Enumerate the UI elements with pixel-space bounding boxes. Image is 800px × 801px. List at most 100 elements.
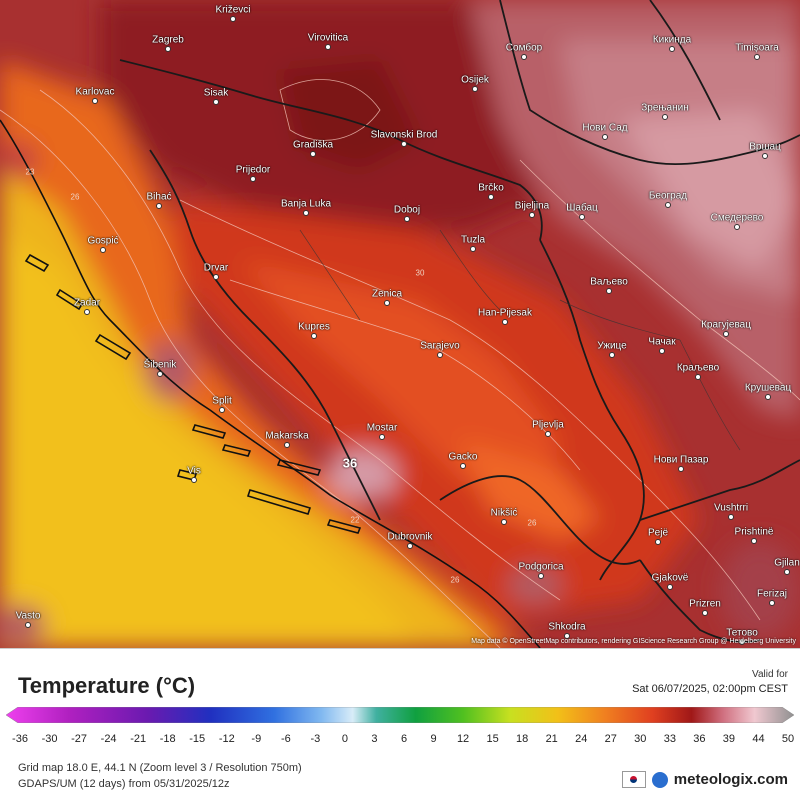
colorbar-tick-label: 39 (722, 733, 736, 745)
city-marker (325, 44, 331, 50)
city-marker (728, 514, 734, 520)
city-label: Drvar (203, 262, 229, 274)
city-label: Gjilan (774, 557, 800, 569)
city-label: Сомбор (505, 42, 543, 54)
city-label: Timișoara (735, 42, 779, 54)
city-label: Mostar (366, 422, 398, 434)
colorbar-tick-label: 30 (634, 733, 647, 745)
city-label: Podgorica (518, 561, 564, 573)
city-label: Ваљево (590, 276, 628, 288)
city-label: Vushtrri (713, 502, 749, 514)
isotherm-label: 23 (25, 167, 35, 177)
city-marker (702, 610, 708, 616)
city-marker (667, 584, 673, 590)
city-marker (501, 519, 507, 525)
colorbar-tick-label: 33 (663, 733, 676, 745)
brand-logo[interactable]: meteologix.com (621, 771, 788, 788)
colorbar-tick-label: 50 (781, 733, 795, 745)
city-label: Makarska (265, 430, 309, 442)
city-label: Вршац (749, 141, 781, 153)
city-label: Vasto (15, 610, 41, 622)
colorbar-tick-label: 44 (752, 733, 765, 745)
city-marker (769, 600, 775, 606)
colorbar-tick-label: -27 (71, 733, 88, 745)
city-label: Zenica (371, 288, 403, 300)
colorbar-tick-label: 36 (693, 733, 706, 745)
colorbar-tick-label: -9 (251, 733, 262, 745)
colorbar-tick-label: 0 (341, 733, 348, 745)
isotherm-label: 26 (450, 575, 460, 585)
city-marker (404, 216, 410, 222)
city-label: Нови Сад (582, 122, 628, 134)
city-marker (502, 319, 508, 325)
city-label: Gjakovë (651, 572, 689, 584)
colorbar-tick-label: -12 (218, 733, 235, 745)
city-marker (529, 212, 535, 218)
map-canvas (0, 0, 800, 648)
city-marker (401, 141, 407, 147)
colorbar-tick-label: -21 (130, 733, 147, 745)
city-marker (545, 431, 551, 437)
city-marker (754, 54, 760, 60)
city-marker (488, 194, 494, 200)
city-marker (92, 98, 98, 104)
map-attribution[interactable]: Map data © OpenStreetMap contributors, r… (471, 638, 796, 645)
city-marker (310, 151, 316, 157)
city-marker (460, 463, 466, 469)
city-marker (165, 46, 171, 52)
isotherm-label: 26 (70, 192, 80, 202)
city-label: Vis (187, 465, 201, 477)
coastline (0, 119, 541, 648)
city-label: Nikšić (490, 507, 518, 519)
city-marker (230, 16, 236, 22)
isotherm-label: 30 (415, 268, 425, 278)
city-label: Banja Luka (280, 198, 332, 210)
city-label: Нови Пазар (653, 454, 709, 466)
city-label: Prizren (689, 598, 721, 610)
colorbar-tick-label: -18 (159, 733, 176, 745)
city-marker (311, 333, 317, 339)
city-marker (665, 202, 671, 208)
city-marker (379, 434, 385, 440)
legend-panel: Temperature (°C) Valid for Sat 06/07/202… (0, 648, 800, 801)
city-marker (407, 543, 413, 549)
city-marker (655, 539, 661, 545)
colorbar-tick-label: 24 (575, 733, 588, 745)
city-marker (437, 352, 443, 358)
colorbar-tick-label: -36 (12, 733, 28, 745)
city-marker (156, 203, 162, 209)
colorbar-tick-label: 3 (371, 733, 378, 745)
city-marker (472, 86, 478, 92)
city-marker (669, 46, 675, 52)
city-label: Крушевац (744, 382, 792, 394)
city-marker (213, 99, 219, 105)
city-marker (564, 633, 570, 639)
colorbar-tick-label: 6 (400, 733, 408, 745)
temperature-colorbar (6, 707, 794, 723)
city-label: Virovitica (307, 32, 349, 44)
model-info[interactable]: GDAPS/UM (12 days) from 05/31/2025/12z (18, 778, 230, 790)
isotherm-label: 22 (350, 515, 360, 525)
city-label: Karlovac (75, 86, 115, 98)
city-label: Dubrovnik (387, 531, 433, 543)
city-label: Bijeljina (514, 200, 550, 212)
valid-label: Valid for (752, 669, 788, 680)
peak-temperature-label: 36 (342, 455, 358, 471)
city-label: Крагујевац (701, 319, 751, 331)
city-marker (250, 176, 256, 182)
colorbar-tick-label: -24 (100, 733, 117, 745)
colorbar-tick-label: 15 (486, 733, 499, 745)
colorbar-tick-label: -30 (41, 733, 58, 745)
colorbar-tick-label: 9 (430, 733, 437, 745)
city-marker (100, 247, 106, 253)
city-label: Prijedor (235, 164, 271, 176)
temperature-map[interactable]: 36 Križevci Zagreb Virovitica Сомбор Кикинда… (0, 0, 800, 648)
city-marker (606, 288, 612, 294)
city-marker (723, 331, 729, 337)
city-label: Ужице (597, 340, 627, 352)
city-marker (609, 352, 615, 358)
city-label: Slavonski Brod (370, 129, 438, 141)
city-marker (191, 477, 197, 483)
colorbar-tick-label: -15 (189, 733, 206, 745)
city-marker (751, 538, 757, 544)
